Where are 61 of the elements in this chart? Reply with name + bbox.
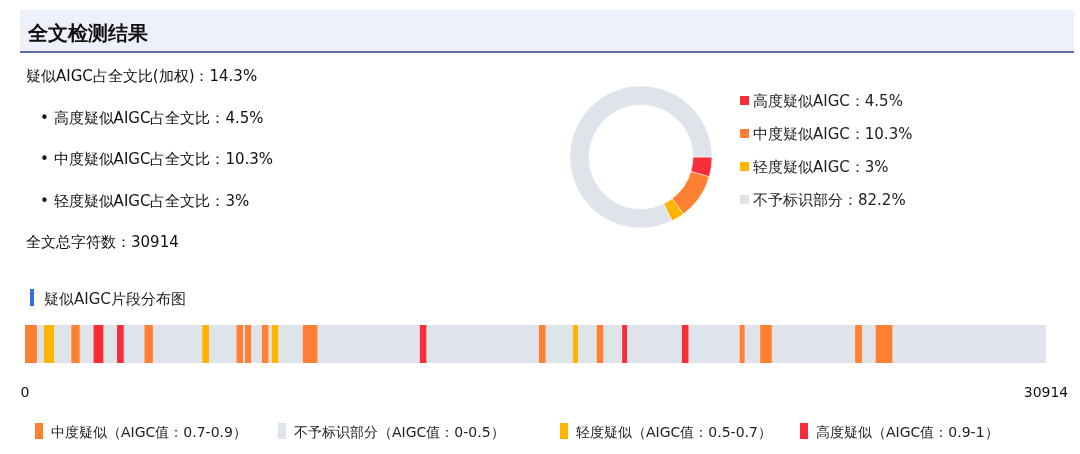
bar xyxy=(572,325,579,363)
bar xyxy=(123,325,145,363)
text: • 中度疑似AIGC占全文比：10.3% xyxy=(40,150,274,168)
legend-label: 轻度疑似AIGC：3% xyxy=(753,158,889,176)
bar xyxy=(603,325,623,363)
bar xyxy=(578,325,597,363)
text: 疑似AIGC占全文比(加权)：14.3% xyxy=(26,67,258,85)
bar xyxy=(627,325,682,363)
bar xyxy=(892,325,1046,363)
text: • 轻度疑似AIGC占全文比：3% xyxy=(40,191,250,210)
bar xyxy=(302,325,318,363)
bar xyxy=(268,325,272,363)
bar xyxy=(37,325,44,363)
text: • 高度疑似AIGC占全文比：4.5% xyxy=(40,108,264,127)
legend-label: 不予标识部分：82.2% xyxy=(753,191,906,209)
legend-label: 中度疑似（AIGC值：0.7-0.9） xyxy=(51,424,247,440)
x-tick-label: 30914 xyxy=(1023,384,1069,400)
bar xyxy=(426,325,539,363)
bar xyxy=(152,325,203,363)
bar xyxy=(861,325,876,363)
bar xyxy=(688,325,740,363)
donut-slice xyxy=(569,85,713,229)
bar xyxy=(744,325,761,363)
bar xyxy=(278,325,303,363)
bar xyxy=(271,325,279,363)
legend-label: 轻度疑似（AIGC值：0.5-0.7） xyxy=(576,424,772,440)
text: 全文总字符数：30914 xyxy=(26,233,179,251)
bar xyxy=(54,325,72,363)
bar xyxy=(244,325,252,363)
bar xyxy=(79,325,94,363)
legend-label: 中度疑似AIGC：10.3% xyxy=(753,125,913,143)
bar xyxy=(875,325,893,363)
bar xyxy=(251,325,262,363)
bar xyxy=(317,325,420,363)
bar xyxy=(419,325,427,363)
bar xyxy=(545,325,573,363)
bar xyxy=(25,325,38,363)
text: 全文检测结果 xyxy=(27,21,149,45)
legend-label: 不予标识部分（AIGC值：0-0.5） xyxy=(294,424,505,440)
bar xyxy=(209,325,237,363)
bar xyxy=(739,325,745,363)
bar xyxy=(538,325,546,363)
bar xyxy=(596,325,604,363)
legend-label: 高度疑似AIGC：4.5% xyxy=(753,92,903,110)
bar xyxy=(202,325,210,363)
bar xyxy=(103,325,118,363)
bar xyxy=(261,325,269,363)
legend-label: 高度疑似（AIGC值：0.9-1） xyxy=(816,424,999,440)
bar xyxy=(144,325,153,363)
bar xyxy=(681,325,689,363)
bar xyxy=(43,325,55,363)
bar xyxy=(771,325,856,363)
x-tick-label: 0 xyxy=(20,384,30,400)
bar xyxy=(855,325,862,363)
bar xyxy=(93,325,104,363)
bar xyxy=(71,325,80,363)
bar xyxy=(622,325,628,363)
bar xyxy=(236,325,244,363)
bar xyxy=(117,325,124,363)
chart-title: 疑似AIGC片段分布图 xyxy=(44,290,186,308)
bar xyxy=(760,325,772,363)
